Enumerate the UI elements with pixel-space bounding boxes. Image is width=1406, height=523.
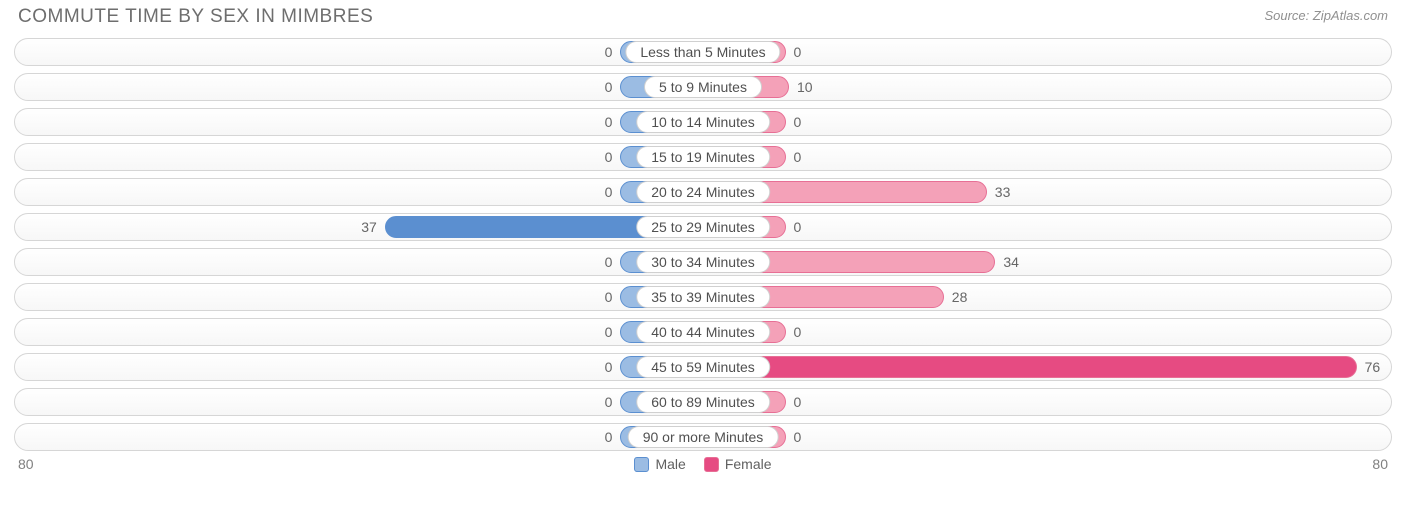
legend-label-female: Female <box>725 456 772 472</box>
chart-source: Source: ZipAtlas.com <box>1264 6 1388 23</box>
row-track: 0 0 Less than 5 Minutes <box>14 38 1392 66</box>
row-track: 37 0 25 to 29 Minutes <box>14 213 1392 241</box>
category-label: 45 to 59 Minutes <box>636 356 770 378</box>
row-track: 0 33 20 to 24 Minutes <box>14 178 1392 206</box>
chart-footer: 80 Male Female 80 <box>0 456 1406 472</box>
legend-swatch-female <box>704 457 719 472</box>
legend-label-male: Male <box>655 456 685 472</box>
category-label: 30 to 34 Minutes <box>636 251 770 273</box>
value-male: 0 <box>605 74 613 100</box>
category-label: 10 to 14 Minutes <box>636 111 770 133</box>
commute-chart: COMMUTE TIME BY SEX IN MIMBRES Source: Z… <box>0 0 1406 523</box>
row-track: 0 34 30 to 34 Minutes <box>14 248 1392 276</box>
value-female: 0 <box>794 144 802 170</box>
chart-header: COMMUTE TIME BY SEX IN MIMBRES Source: Z… <box>0 0 1406 30</box>
value-female: 0 <box>794 214 802 240</box>
value-male: 0 <box>605 284 613 310</box>
value-male: 0 <box>605 249 613 275</box>
value-male: 0 <box>605 144 613 170</box>
category-label: 90 or more Minutes <box>628 426 779 448</box>
value-female: 10 <box>797 74 813 100</box>
category-label: 35 to 39 Minutes <box>636 286 770 308</box>
value-male: 0 <box>605 389 613 415</box>
legend-item-male: Male <box>634 456 685 472</box>
row-track: 0 0 60 to 89 Minutes <box>14 388 1392 416</box>
row-track: 0 0 90 or more Minutes <box>14 423 1392 451</box>
chart-title: COMMUTE TIME BY SEX IN MIMBRES <box>18 6 373 28</box>
value-female: 0 <box>794 39 802 65</box>
row-track: 0 76 45 to 59 Minutes <box>14 353 1392 381</box>
value-female: 0 <box>794 319 802 345</box>
value-female: 0 <box>794 109 802 135</box>
value-male: 0 <box>605 424 613 450</box>
category-label: 40 to 44 Minutes <box>636 321 770 343</box>
value-male: 0 <box>605 109 613 135</box>
value-female: 0 <box>794 424 802 450</box>
row-track: 0 0 15 to 19 Minutes <box>14 143 1392 171</box>
row-track: 0 28 35 to 39 Minutes <box>14 283 1392 311</box>
axis-right-max: 80 <box>1372 456 1388 472</box>
row-track: 0 0 40 to 44 Minutes <box>14 318 1392 346</box>
category-label: 20 to 24 Minutes <box>636 181 770 203</box>
category-label: 15 to 19 Minutes <box>636 146 770 168</box>
legend-swatch-male <box>634 457 649 472</box>
value-female: 33 <box>995 179 1011 205</box>
value-male: 37 <box>361 214 377 240</box>
value-male: 0 <box>605 354 613 380</box>
value-female: 0 <box>794 389 802 415</box>
value-male: 0 <box>605 39 613 65</box>
category-label: 25 to 29 Minutes <box>636 216 770 238</box>
legend-item-female: Female <box>704 456 772 472</box>
bar-female <box>703 356 1357 378</box>
value-female: 34 <box>1003 249 1019 275</box>
category-label: 60 to 89 Minutes <box>636 391 770 413</box>
value-female: 76 <box>1365 354 1381 380</box>
axis-left-max: 80 <box>18 456 34 472</box>
value-female: 28 <box>952 284 968 310</box>
value-male: 0 <box>605 319 613 345</box>
category-label: Less than 5 Minutes <box>625 41 780 63</box>
value-male: 0 <box>605 179 613 205</box>
legend: Male Female <box>634 456 771 472</box>
chart-rows: 00Less than 5 Minutes0105 to 9 Minutes00… <box>0 30 1406 451</box>
row-track: 0 0 10 to 14 Minutes <box>14 108 1392 136</box>
row-track: 0 10 5 to 9 Minutes <box>14 73 1392 101</box>
category-label: 5 to 9 Minutes <box>644 76 762 98</box>
